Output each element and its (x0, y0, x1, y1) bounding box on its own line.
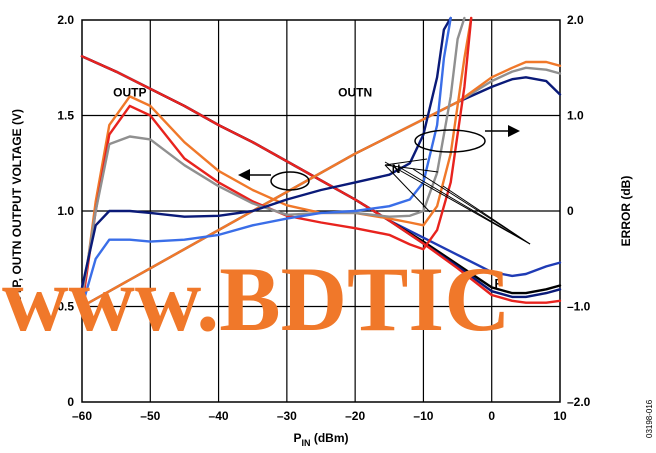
y2-tick-label: –2.0 (567, 395, 591, 409)
annotation-outn: OUTN (338, 85, 372, 99)
annotation-n: N (392, 162, 401, 176)
error-series-line (82, 18, 451, 287)
y2-tick-label: 2.0 (567, 13, 584, 27)
y-tick-label: 0 (67, 395, 74, 409)
y2-tick-label: 0 (567, 204, 574, 218)
text-layer: –60 –50 –40 –30 –20 –10 0 1000.51.01.52.0–2.0–1… (10, 13, 654, 448)
x-tick-label: 0 (488, 409, 495, 423)
p-leader-4 (443, 186, 530, 244)
outp-curves-ellipse (271, 172, 309, 190)
error-curves-ellipse (415, 130, 485, 152)
x-tick-label: 10 (553, 409, 567, 423)
y2-tick-label: 1.0 (567, 109, 584, 123)
annotation-outp: OUTP (113, 85, 146, 99)
watermark: www.BDTIC (2, 248, 511, 350)
left-axis-arrow-head (238, 169, 250, 181)
p-leader-2 (399, 167, 530, 244)
x-tick-label: –50 (140, 409, 160, 423)
y-tick-label: 1.0 (57, 204, 74, 218)
right-axis-arrow-head (508, 125, 520, 137)
annotation-layer (238, 125, 530, 244)
x-tick-label: –30 (277, 409, 297, 423)
x-axis-title: PIN (dBm) (293, 431, 348, 448)
y-tick-label: 2.0 (57, 13, 74, 27)
x-tick-label: –20 (345, 409, 365, 423)
x-tick-label: –40 (209, 409, 229, 423)
y-tick-label: 1.5 (57, 109, 74, 123)
x-tick-label: –10 (413, 409, 433, 423)
y2-axis-title: ERROR (dB) (619, 176, 633, 247)
y2-tick-label: –1.0 (567, 300, 591, 314)
x-tick-label: –60 (72, 409, 92, 423)
figure-id: 03198-016 (645, 399, 654, 438)
